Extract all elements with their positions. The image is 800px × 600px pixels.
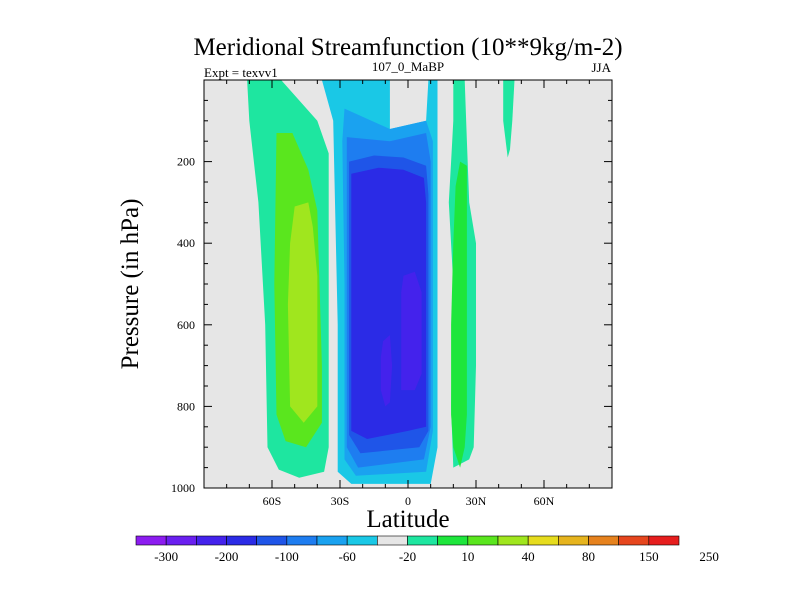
colorbar-label: 10 (461, 549, 474, 564)
colorbar-swatch (407, 535, 438, 546)
colorbar-label: -20 (399, 549, 416, 564)
x-axis-label: Latitude (366, 506, 449, 533)
y-tick-label: 200 (177, 155, 195, 169)
x-axis-ticks: 60S 30S 0 30N 60N (226, 80, 590, 508)
left-label: Expt = texvv1 (204, 65, 278, 80)
contour-nh-upper-level1 (503, 80, 515, 158)
colorbar-swatch (588, 535, 619, 546)
x-tick-label: 30S (331, 494, 350, 508)
colorbar (135, 535, 680, 546)
colorbar-swatch (316, 535, 348, 546)
colorbar-swatch (558, 535, 589, 546)
colorbar-label: -100 (275, 549, 299, 564)
y-tick-label: 600 (177, 318, 195, 332)
contour-nh-cell-level2 (451, 161, 467, 468)
y-tick-label: 800 (177, 399, 195, 413)
colorbar-swatch (196, 535, 227, 546)
colorbar-swatch (618, 535, 650, 546)
y-axis-ticks: 200 400 600 800 1000 (171, 99, 612, 495)
x-tick-label: 60S (263, 494, 282, 508)
right-label: JJA (591, 60, 611, 75)
colorbar-label: -60 (338, 549, 355, 564)
y-tick-label: 1000 (171, 481, 195, 495)
colorbar-label: 80 (582, 549, 595, 564)
chart-title: Meridional Streamfunction (10**9kg/m-2) (193, 34, 622, 61)
colorbar-swatch (497, 535, 529, 546)
x-tick-label: 0 (405, 494, 411, 508)
colorbar-swatch (467, 535, 499, 546)
colorbar-label: 150 (639, 549, 659, 564)
colorbar-swatch (527, 535, 559, 546)
colorbar-swatch (286, 535, 318, 546)
colorbar-swatch (135, 535, 167, 546)
colorbar-swatch (377, 535, 408, 546)
colorbar-swatch (648, 535, 680, 546)
colorbar-swatch (226, 535, 257, 546)
y-tick-label: 400 (177, 236, 195, 250)
center-label: 107_0_MaBP (372, 59, 444, 74)
y-axis-label: Pressure (in hPa) (117, 199, 144, 370)
contour-fills (247, 80, 515, 484)
contour-hadley-cell-level6b (380, 335, 393, 407)
colorbar-label: -300 (154, 549, 178, 564)
x-tick-label: 30N (466, 494, 487, 508)
colorbar-swatch (437, 535, 469, 546)
colorbar-label: 250 (699, 549, 719, 564)
colorbar-label: -200 (215, 549, 239, 564)
colorbar-swatch (346, 535, 378, 546)
colorbar-swatch (165, 535, 197, 546)
colorbar-label: 40 (522, 549, 535, 564)
colorbar-labels: -300 -200 -100 -60 -20 10 40 80 150 250 (154, 549, 719, 564)
contour-sh-cell-level3 (287, 202, 318, 423)
contour-hadley-cell-level6 (401, 271, 422, 391)
colorbar-swatch (256, 535, 288, 546)
x-tick-label: 60N (534, 494, 555, 508)
